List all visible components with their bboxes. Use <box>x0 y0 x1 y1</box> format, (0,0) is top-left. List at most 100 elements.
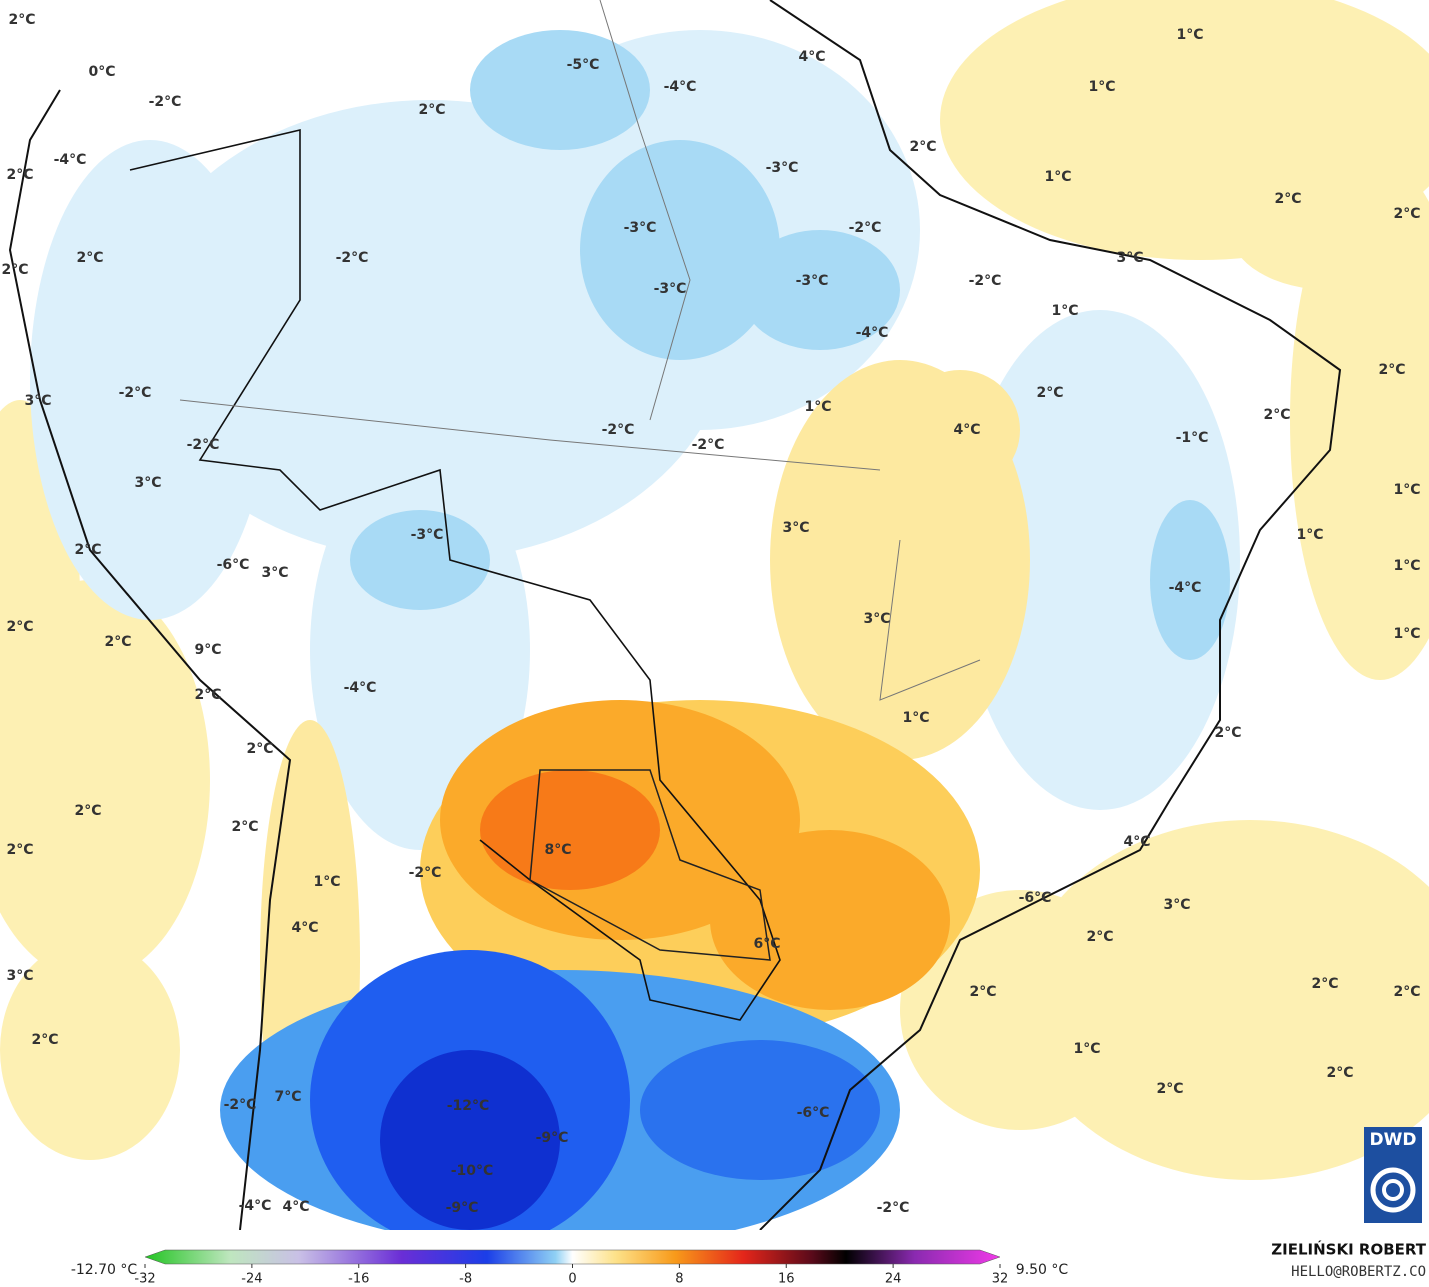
temp-label: 2°C <box>969 984 996 1000</box>
temp-label: 1°C <box>1393 558 1420 574</box>
temp-label: 2°C <box>418 102 445 118</box>
logo-text: DWD <box>1370 1130 1417 1150</box>
temp-label: -4°C <box>856 325 889 341</box>
map <box>0 0 1429 1230</box>
tick-label: -24 <box>241 1272 262 1287</box>
temp-label: -2°C <box>149 94 182 110</box>
temp-label: 6°C <box>753 936 780 952</box>
temp-label: 2°C <box>194 687 221 703</box>
temp-label: 2°C <box>909 139 936 155</box>
temp-label: 2°C <box>1036 385 1063 401</box>
temp-label: -4°C <box>54 152 87 168</box>
temp-label: -9°C <box>536 1130 569 1146</box>
temp-label: -3°C <box>654 281 687 297</box>
dwd-logo <box>1364 1127 1422 1223</box>
temp-label: 3°C <box>24 393 51 409</box>
temp-label: -2°C <box>187 437 220 453</box>
temp-label: 1°C <box>313 874 340 890</box>
temp-label: 2°C <box>1263 407 1290 423</box>
temp-label: 3°C <box>782 520 809 536</box>
temp-label: -5°C <box>567 57 600 73</box>
temp-label: -4°C <box>344 680 377 696</box>
temp-label: 2°C <box>1156 1081 1183 1097</box>
temp-label: 1°C <box>1088 79 1115 95</box>
temp-label: -9°C <box>446 1200 479 1216</box>
temp-label: 4°C <box>291 920 318 936</box>
temp-label: -6°C <box>797 1105 830 1121</box>
author: ZIELIŃSKI ROBERT <box>1271 1240 1426 1259</box>
tick-label: 16 <box>778 1272 795 1287</box>
temp-label: 2°C <box>1274 191 1301 207</box>
temp-label: 4°C <box>798 49 825 65</box>
temp-label: 2°C <box>8 12 35 28</box>
temp-label: -3°C <box>766 160 799 176</box>
temp-label: -3°C <box>411 527 444 543</box>
temp-label: 1°C <box>1393 482 1420 498</box>
email: HELLO@ROBERTZ.CO <box>1291 1264 1426 1280</box>
temp-label: -2°C <box>692 437 725 453</box>
tick-label: 0 <box>568 1272 576 1287</box>
temp-label: 2°C <box>104 634 131 650</box>
temp-label: 2°C <box>231 819 258 835</box>
temp-label: 2°C <box>76 250 103 266</box>
tick-label: -16 <box>348 1272 369 1287</box>
temp-label: 3°C <box>134 475 161 491</box>
temp-label: -2°C <box>409 865 442 881</box>
temp-label: -2°C <box>849 220 882 236</box>
temp-label: 3°C <box>1116 250 1143 266</box>
temp-label: 1°C <box>902 710 929 726</box>
temp-label: 1°C <box>1051 303 1078 319</box>
temp-label: 3°C <box>863 611 890 627</box>
temp-label: 2°C <box>74 542 101 558</box>
temp-label: -2°C <box>602 422 635 438</box>
temp-label: 2°C <box>1326 1065 1353 1081</box>
temp-label: -3°C <box>796 273 829 289</box>
temp-label: -2°C <box>119 385 152 401</box>
logo-swirl <box>1382 1179 1404 1201</box>
temp-label: 4°C <box>282 1199 309 1215</box>
temp-label: -6°C <box>217 557 250 573</box>
temp-label: 2°C <box>246 741 273 757</box>
temp-label: 2°C <box>31 1032 58 1048</box>
temp-label: 1°C <box>1176 27 1203 43</box>
temp-label: 3°C <box>261 565 288 581</box>
temp-label: -3°C <box>624 220 657 236</box>
temp-label: -4°C <box>1169 580 1202 596</box>
temp-label: -10°C <box>451 1163 494 1179</box>
temp-label: 0°C <box>88 64 115 80</box>
temp-label: 7°C <box>274 1089 301 1105</box>
tick-label: -8 <box>459 1272 472 1287</box>
temp-label: -2°C <box>336 250 369 266</box>
temp-label: 1°C <box>1393 626 1420 642</box>
temp-label: -4°C <box>239 1198 272 1214</box>
temperature-labels: 2°C 1°C 4°C -5°C 0°C -4°C 1°C 2°C -2°C 2°C -4°C -3°… <box>1 12 1420 1216</box>
temp-label: 2°C <box>1 262 28 278</box>
temp-label: 2°C <box>1378 362 1405 378</box>
temp-label: -2°C <box>877 1200 910 1216</box>
tick-label: 24 <box>885 1272 902 1287</box>
temp-label: 1°C <box>804 399 831 415</box>
temp-label: -12°C <box>447 1098 490 1114</box>
colorbar-ticks: -32 -24 -16 -8 0 8 16 24 32 <box>134 1264 1008 1287</box>
temp-label: 1°C <box>1073 1041 1100 1057</box>
temp-label: -1°C <box>1176 430 1209 446</box>
temp-label: -4°C <box>664 79 697 95</box>
temp-label: 1°C <box>1044 169 1071 185</box>
temp-label: 2°C <box>1393 984 1420 1000</box>
temp-label: 4°C <box>953 422 980 438</box>
temp-label: 2°C <box>1393 206 1420 222</box>
temp-label: 2°C <box>1214 725 1241 741</box>
temp-label: 2°C <box>6 167 33 183</box>
temp-label: -2°C <box>224 1097 257 1113</box>
tick-label: 8 <box>675 1272 683 1287</box>
tick-label: -32 <box>134 1272 155 1287</box>
temp-label: 1°C <box>1296 527 1323 543</box>
temp-label: 4°C <box>1123 834 1150 850</box>
temp-label: 2°C <box>1311 976 1338 992</box>
temp-label: 2°C <box>1086 929 1113 945</box>
temp-label: 2°C <box>6 619 33 635</box>
logo-swirl <box>1370 1167 1416 1213</box>
temp-label: -6°C <box>1019 890 1052 906</box>
colorbar <box>144 1249 1001 1265</box>
temp-label: 9°C <box>194 642 221 658</box>
